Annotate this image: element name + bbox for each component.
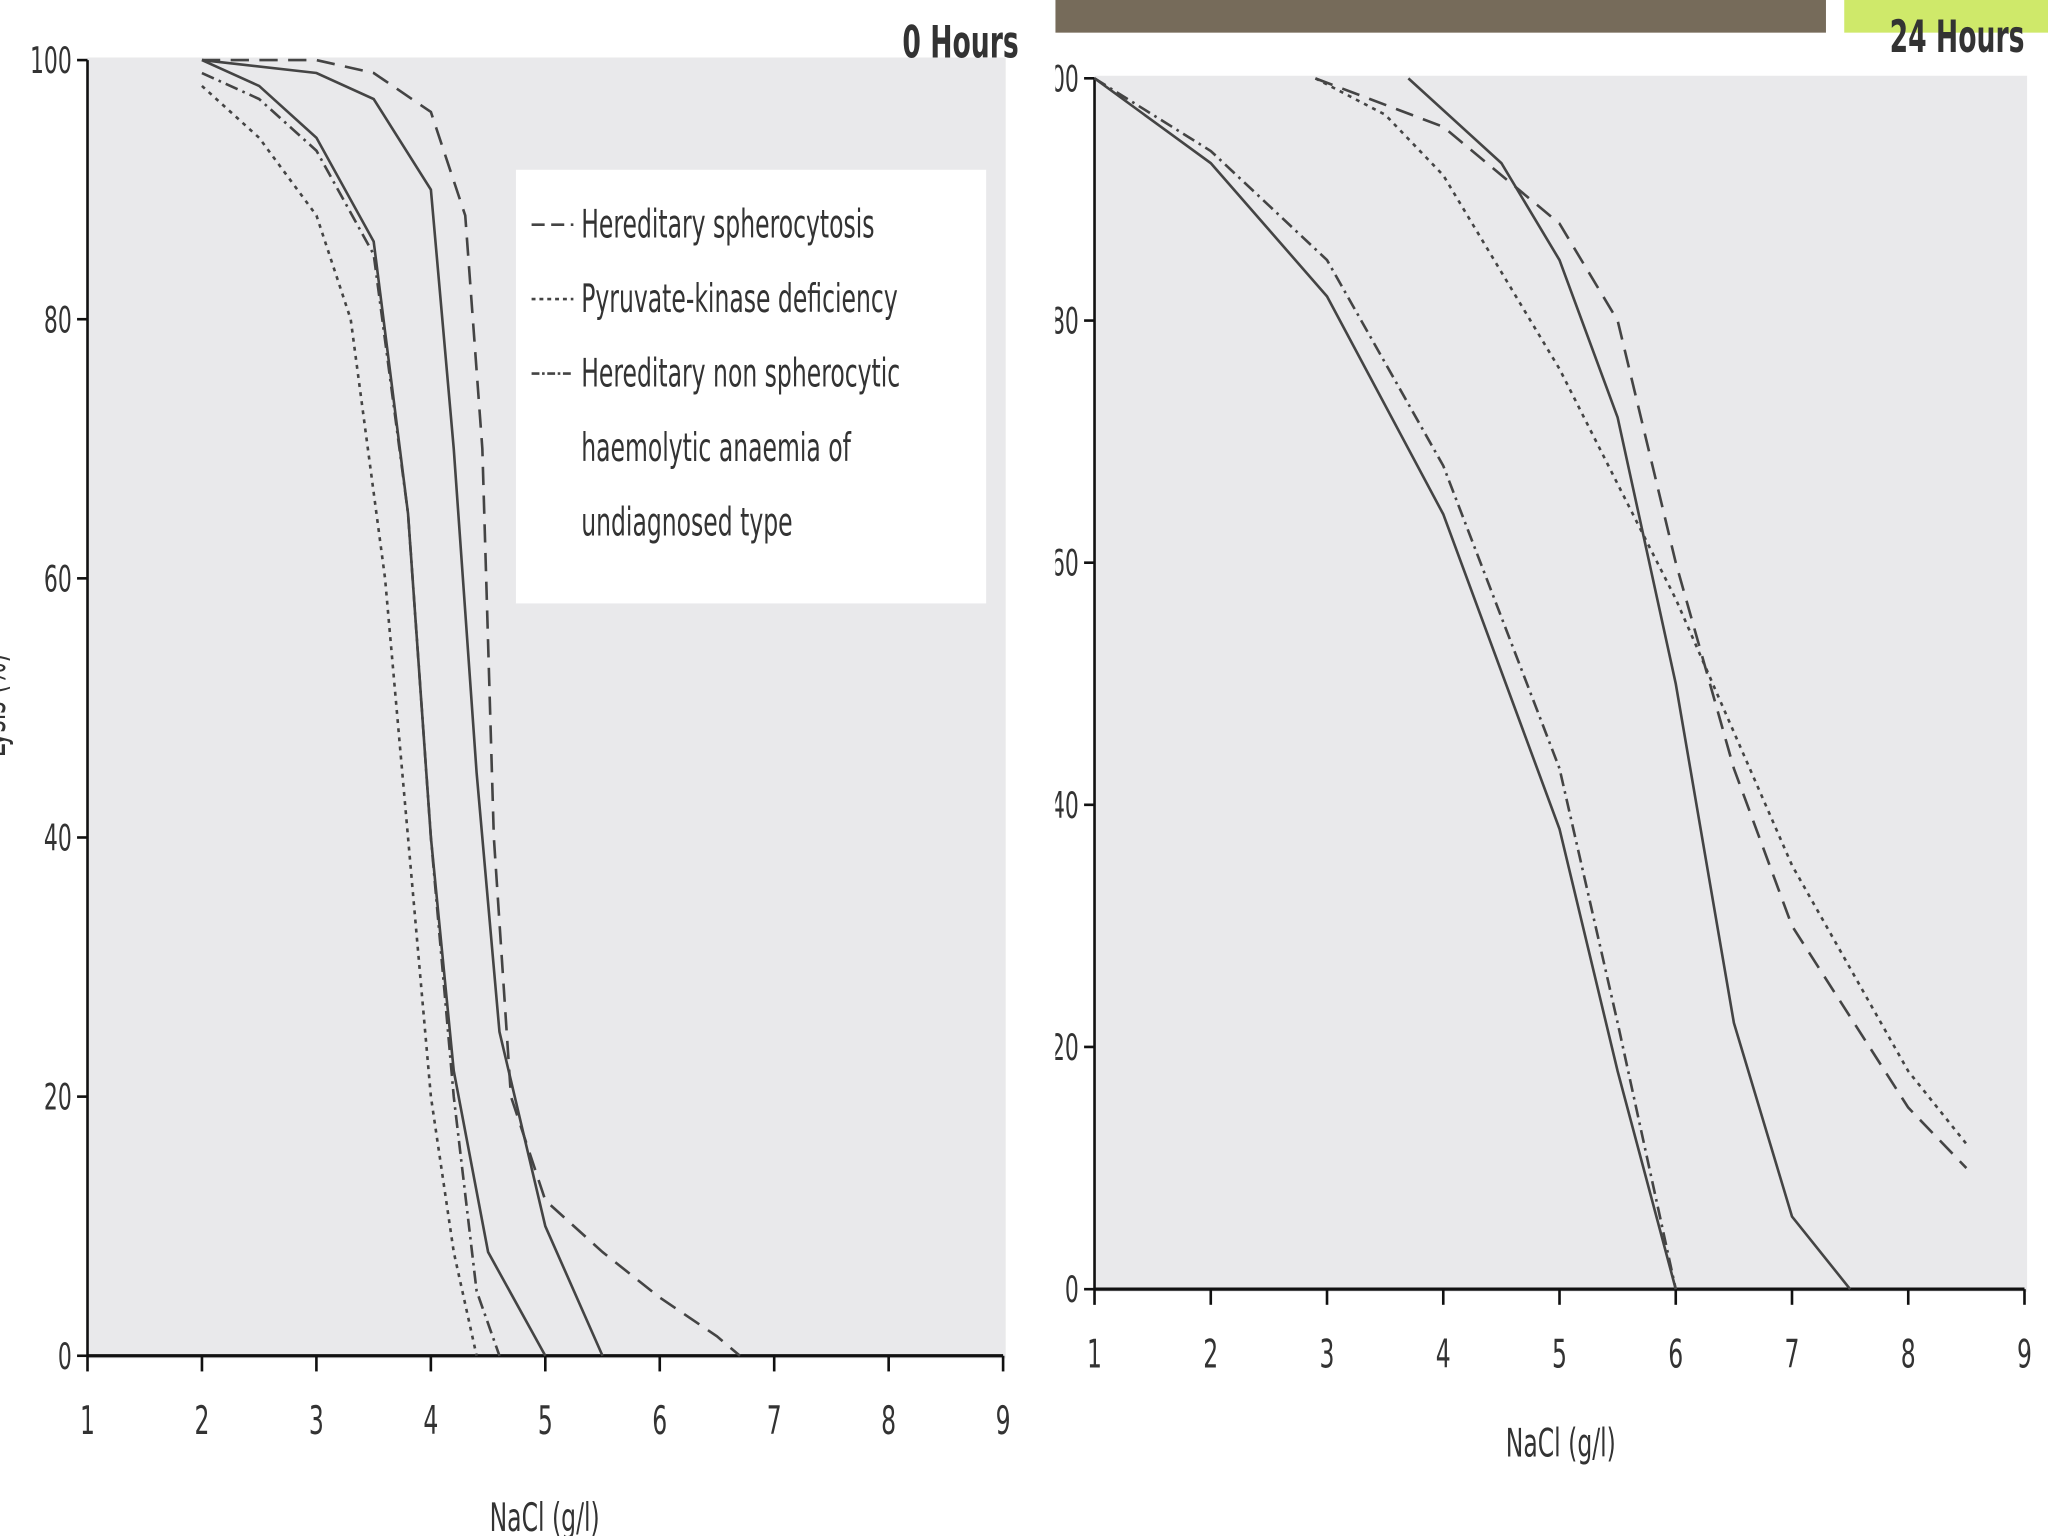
x-axis-label: NaCl (g/l) bbox=[490, 1494, 600, 1536]
x-tick-label: 7 bbox=[767, 1398, 782, 1444]
series-line bbox=[1093, 77, 1678, 1290]
y-tick-label: 40 bbox=[44, 818, 72, 860]
y-tick-label: 0 bbox=[1065, 1269, 1079, 1311]
y-tick-label: 40 bbox=[1051, 785, 1079, 827]
x-tick-label: 6 bbox=[1668, 1331, 1683, 1377]
y-tick-label: 20 bbox=[44, 1077, 72, 1119]
plot-area bbox=[1094, 75, 2028, 1292]
series-line bbox=[201, 58, 604, 1357]
series-line bbox=[1314, 77, 1968, 1145]
right-panel: 0 20 40 60 80 100 1 2 3 4 5 6 7 8 9 NaCl (g/l) 24 Hours bbox=[1037, 0, 2048, 1466]
series-line bbox=[201, 58, 741, 1357]
series-line bbox=[201, 71, 501, 1357]
left-panel: 0 20 40 60 80 100 1 2 3 4 5 6 7 8 9 NaCl (g/l) Lysis (%)… bbox=[0, 16, 1019, 1536]
y-tick-label: 100 bbox=[30, 40, 72, 82]
x-tick-label: 5 bbox=[1552, 1331, 1567, 1377]
x-tick-label: 9 bbox=[2017, 1331, 2032, 1377]
chart-title: 0 Hours bbox=[902, 16, 1018, 68]
x-tick-label: 6 bbox=[652, 1398, 667, 1444]
series-line bbox=[1093, 77, 1678, 1290]
y-tick-label: 100 bbox=[1037, 59, 1079, 101]
legend-box bbox=[515, 169, 987, 604]
legend-label: Hereditary spherocytosis bbox=[581, 201, 874, 247]
top-bar bbox=[1055, 0, 1826, 33]
x-tick-label: 2 bbox=[1203, 1331, 1218, 1377]
y-axis-label: Lysis (%) bbox=[0, 653, 15, 757]
y-tick-label: 0 bbox=[58, 1336, 72, 1378]
x-axis-label: NaCl (g/l) bbox=[1506, 1420, 1616, 1466]
x-tick-label: 3 bbox=[1320, 1331, 1335, 1377]
x-tick-label: 4 bbox=[1436, 1331, 1451, 1377]
x-tick-label: 7 bbox=[1785, 1331, 1800, 1377]
y-tick-label: 20 bbox=[1051, 1027, 1079, 1069]
series-line bbox=[1407, 77, 1852, 1290]
x-tick-label: 1 bbox=[1087, 1331, 1102, 1377]
x-tick-label: 2 bbox=[194, 1398, 209, 1444]
x-tick-label: 9 bbox=[996, 1398, 1011, 1444]
legend-label: Hereditary non spherocytic haemolytic ana… bbox=[581, 350, 900, 545]
y-tick-label: 60 bbox=[44, 559, 72, 601]
legend-label: Pyruvate-kinase deficiency bbox=[581, 276, 897, 322]
x-tick-label: 5 bbox=[538, 1398, 553, 1444]
y-tick-label: 60 bbox=[1051, 543, 1079, 585]
x-tick-label: 3 bbox=[309, 1398, 324, 1444]
x-tick-label: 4 bbox=[423, 1398, 438, 1444]
y-tick-label: 80 bbox=[44, 300, 72, 342]
series-line bbox=[201, 58, 547, 1357]
y-tick-label: 80 bbox=[1051, 301, 1079, 343]
x-tick-label: 8 bbox=[1901, 1331, 1916, 1377]
x-tick-label: 1 bbox=[80, 1398, 95, 1444]
chart-title: 24 Hours bbox=[1890, 11, 2025, 63]
series-line bbox=[1314, 77, 1968, 1169]
x-tick-label: 8 bbox=[881, 1398, 896, 1444]
top-accent bbox=[1844, 0, 2048, 33]
